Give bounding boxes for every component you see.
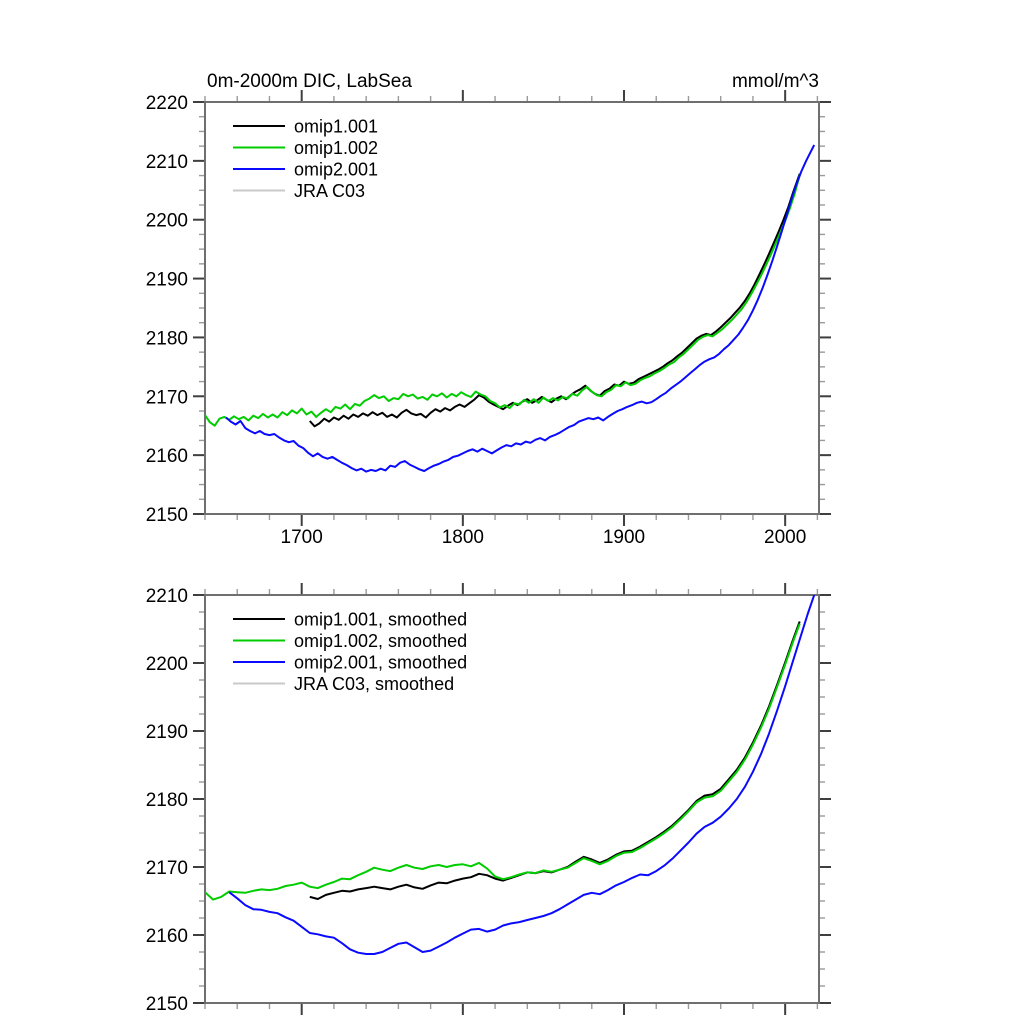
y-tick-label: 2190 [146, 270, 188, 291]
y-tick-label: 2160 [146, 446, 188, 467]
legend-item: omip2.001 [233, 160, 378, 180]
x-tick-label: 1900 [603, 527, 645, 548]
y-tick-label: 2170 [146, 387, 188, 408]
legend-item: JRA C03, smoothed [233, 674, 454, 694]
legend-item: omip1.002, smoothed [233, 631, 467, 651]
x-tick-label: 1800 [442, 527, 484, 548]
y-tick-label: 2210 [146, 586, 188, 607]
bottom-chart: 2150 2160 2170 2180 2190 2200 2210 omip1.001, s… [146, 583, 831, 1015]
legend-item: omip1.001 [233, 117, 378, 137]
y-tick-label: 2200 [146, 654, 188, 675]
y-tick-label: 2180 [146, 790, 188, 811]
x-tick-label: 2000 [764, 527, 806, 548]
y-tick-label: 2210 [146, 152, 188, 173]
top-chart: 0m-2000m DIC, LabSea mmol/m^3 2150 2160 21… [146, 71, 831, 548]
y-tick-label: 2160 [146, 926, 188, 947]
legend-item: omip2.001, smoothed [233, 653, 467, 673]
units-label: mmol/m^3 [732, 71, 819, 92]
series-line-omip1.002 [205, 174, 801, 427]
series-line-omip1.002-smoothed [205, 623, 801, 901]
y-tick-label: 2170 [146, 858, 188, 879]
series-line-omip1.001 [309, 173, 801, 428]
x-tick-label: 1700 [281, 527, 323, 548]
y-tick-label: 2200 [146, 211, 188, 232]
legend-label: omip2.001 [294, 160, 378, 180]
series-line-omip2.001 [225, 144, 816, 473]
legend-item: JRA C03 [233, 181, 365, 201]
legend-label: omip1.002, smoothed [294, 631, 467, 651]
legend-label: omip1.001, smoothed [294, 610, 467, 630]
legend-label: JRA C03, smoothed [294, 674, 454, 694]
legend-label: omip2.001, smoothed [294, 653, 467, 673]
y-tick-label: 2150 [146, 994, 188, 1015]
y-tick-label: 2180 [146, 328, 188, 349]
plot-frame [204, 101, 820, 515]
plot-frame [204, 594, 820, 1004]
series-line-omip2.001-smoothed [228, 595, 816, 955]
legend-label: omip1.002 [294, 138, 378, 158]
chart-title: 0m-2000m DIC, LabSea [207, 71, 412, 92]
legend-item: omip1.002 [233, 138, 378, 158]
y-tick-label: 2150 [146, 505, 188, 526]
legend-label: JRA C03 [294, 181, 365, 201]
legend-item: omip1.001, smoothed [233, 610, 467, 630]
y-tick-label: 2220 [146, 93, 188, 114]
legend-label: omip1.001 [294, 117, 378, 137]
y-tick-label: 2190 [146, 722, 188, 743]
